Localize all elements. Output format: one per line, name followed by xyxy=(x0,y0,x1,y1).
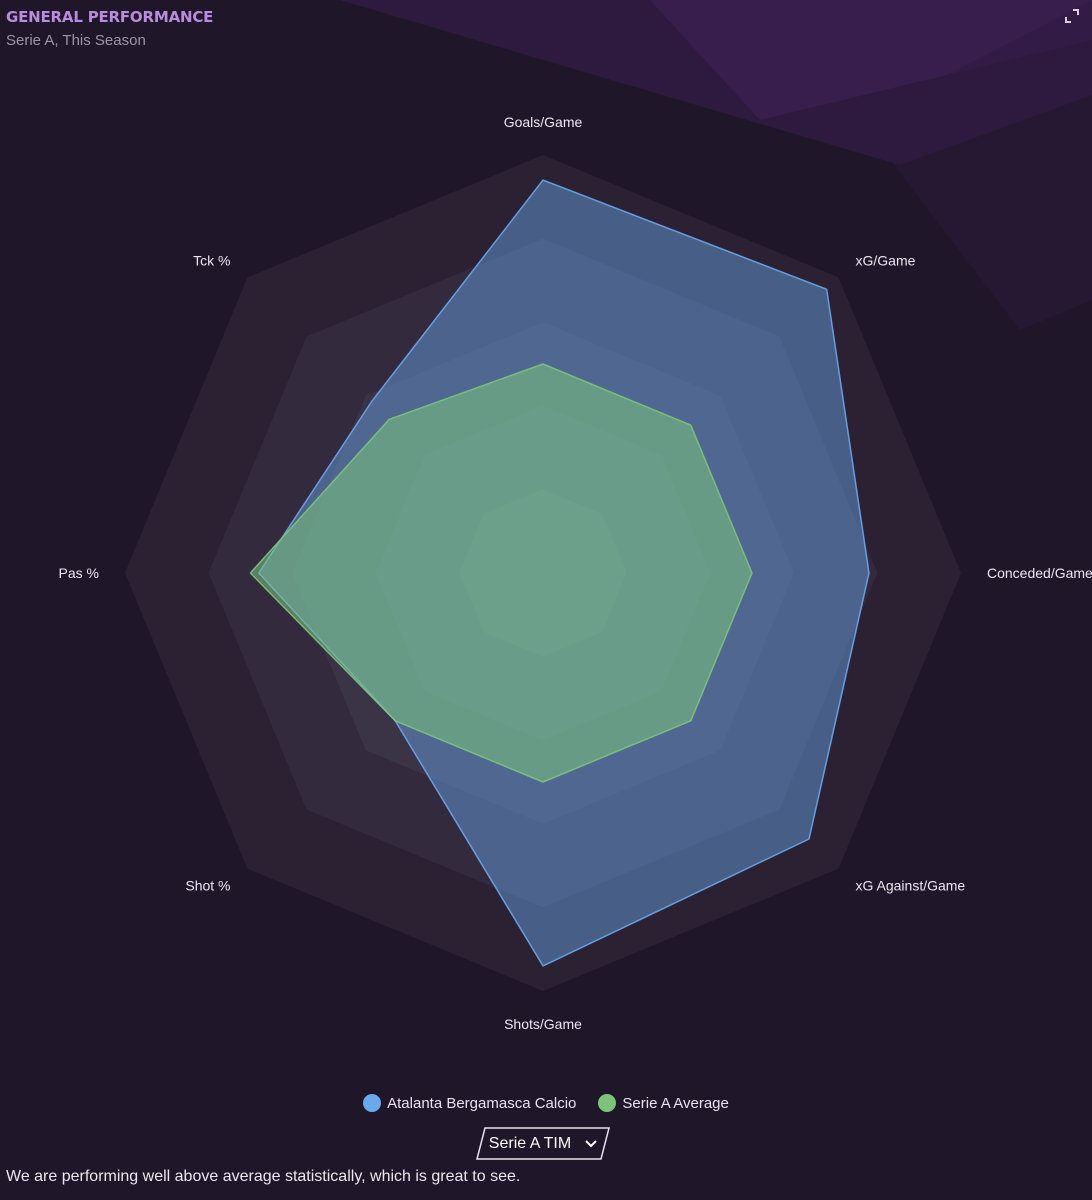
chevron-down-icon xyxy=(585,1139,597,1147)
radar-chart: Goals/Game xG/Game Conceded/Game xG Against… xyxy=(59,114,1092,1032)
legend-label-average: Serie A Average xyxy=(622,1094,729,1112)
axis-label-1: xG/Game xyxy=(856,253,916,269)
series-area-average[interactable] xyxy=(249,363,753,783)
summary-text: We are performing well above average sta… xyxy=(6,1168,521,1185)
expand-icon xyxy=(1065,9,1079,23)
chart-legend: Atalanta Bergamasca Calcio Serie A Avera… xyxy=(0,1094,1092,1112)
expand-button[interactable] xyxy=(1064,8,1080,24)
legend-dot-average xyxy=(598,1094,617,1112)
axis-label-3: xG Against/Game xyxy=(856,878,966,894)
axis-label-7: Tck % xyxy=(193,253,230,269)
competition-dropdown[interactable]: Serie A TIM xyxy=(476,1127,610,1160)
axis-label-4: Shots/Game xyxy=(504,1016,582,1032)
legend-label-team: Atalanta Bergamasca Calcio xyxy=(387,1094,577,1112)
radar-series xyxy=(249,179,870,967)
dropdown-frame xyxy=(476,1127,610,1160)
legend-item-team[interactable]: Atalanta Bergamasca Calcio xyxy=(363,1094,576,1112)
legend-item-average[interactable]: Serie A Average xyxy=(598,1094,729,1112)
legend-dot-team xyxy=(363,1094,382,1112)
dropdown-selected-value: Serie A TIM xyxy=(488,1134,572,1152)
panel-title: GENERAL PERFORMANCE xyxy=(6,8,214,26)
panel-subtitle: Serie A, This Season xyxy=(6,32,146,49)
axis-label-2: Conceded/Game xyxy=(987,565,1092,581)
axis-label-6: Pas % xyxy=(59,565,99,581)
axis-label-0: Goals/Game xyxy=(504,114,583,130)
radar-axis-labels: Goals/Game xG/Game Conceded/Game xG Against… xyxy=(59,114,1092,1032)
axis-label-5: Shot % xyxy=(185,878,230,894)
